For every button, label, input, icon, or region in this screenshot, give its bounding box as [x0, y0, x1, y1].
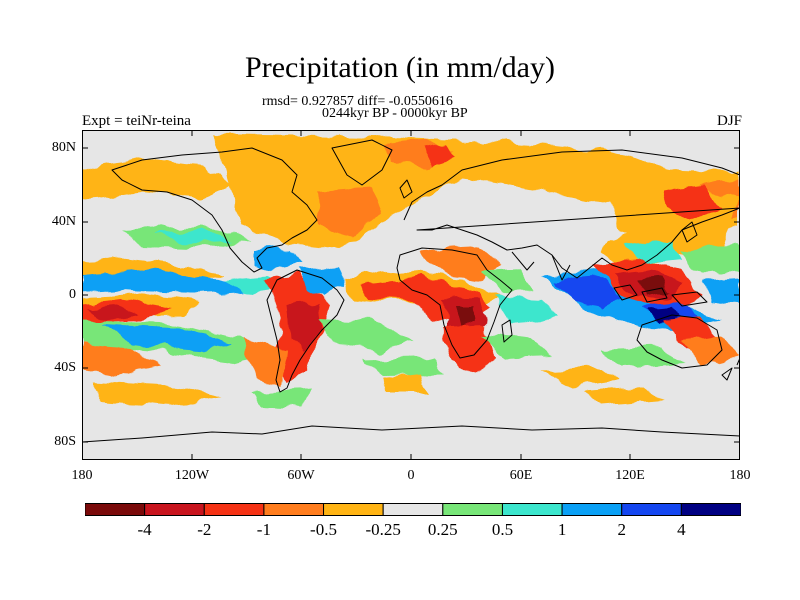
lat-tick-marks [82, 147, 740, 443]
lat-tick-label: 40S [54, 360, 76, 375]
precipitation-map [82, 130, 740, 460]
colorbar-label: -2 [197, 520, 212, 539]
lat-tick-label: 40N [51, 214, 76, 229]
lon-tick-label: 120W [174, 468, 210, 483]
rmsd-diff-stats: rmsd= 0.927857 diff= -0.0550616 [262, 94, 453, 109]
lat-tick-label: 0 [69, 287, 76, 302]
lon-tick-label: 180 [71, 468, 93, 483]
colorbar-box [263, 503, 325, 516]
colorbar-box [561, 503, 623, 516]
colorbar-label: -0.25 [365, 520, 401, 539]
colorbar-box [144, 503, 205, 516]
season-label: DJF [716, 113, 742, 129]
colorbar-box [680, 503, 741, 516]
colorbar-box [203, 503, 265, 516]
colorbar-label: 0.5 [491, 520, 514, 539]
colorbar-box [382, 503, 444, 516]
lon-tick-label: 60W [287, 468, 315, 483]
colorbar-box [442, 503, 503, 516]
colorbar [85, 503, 741, 516]
lon-tick-marks [191, 130, 631, 460]
lon-tick-label: 0 [407, 468, 415, 483]
colorbar-box [85, 503, 146, 516]
colorbar-box [323, 503, 384, 516]
lat-tick-label: 80N [51, 140, 76, 155]
lon-tick-label: 180 [729, 468, 751, 483]
lon-tick-label: 60E [509, 468, 533, 483]
time-period-label: 0244kyr BP - 0000kyr BP [322, 106, 468, 121]
precipitation-anomaly-field [82, 135, 740, 408]
colorbar-box [501, 503, 563, 516]
plot-title: Precipitation (in mm/day) [245, 51, 555, 84]
colorbar-label: 2 [617, 520, 626, 539]
colorbar-label: 0.25 [427, 520, 458, 539]
colorbar-label: -0.5 [310, 520, 337, 539]
coastlines [82, 139, 740, 443]
colorbar-label: -1 [256, 520, 271, 539]
lat-tick-label: 80S [54, 434, 76, 449]
colorbar-box [621, 503, 682, 516]
colorbar-label: 1 [557, 520, 567, 539]
colorbar-label: 4 [677, 520, 686, 539]
lon-tick-label: 120E [615, 468, 645, 483]
colorbar-label: -4 [137, 520, 152, 539]
experiment-label: Expt = teiNr-teina [82, 113, 191, 129]
